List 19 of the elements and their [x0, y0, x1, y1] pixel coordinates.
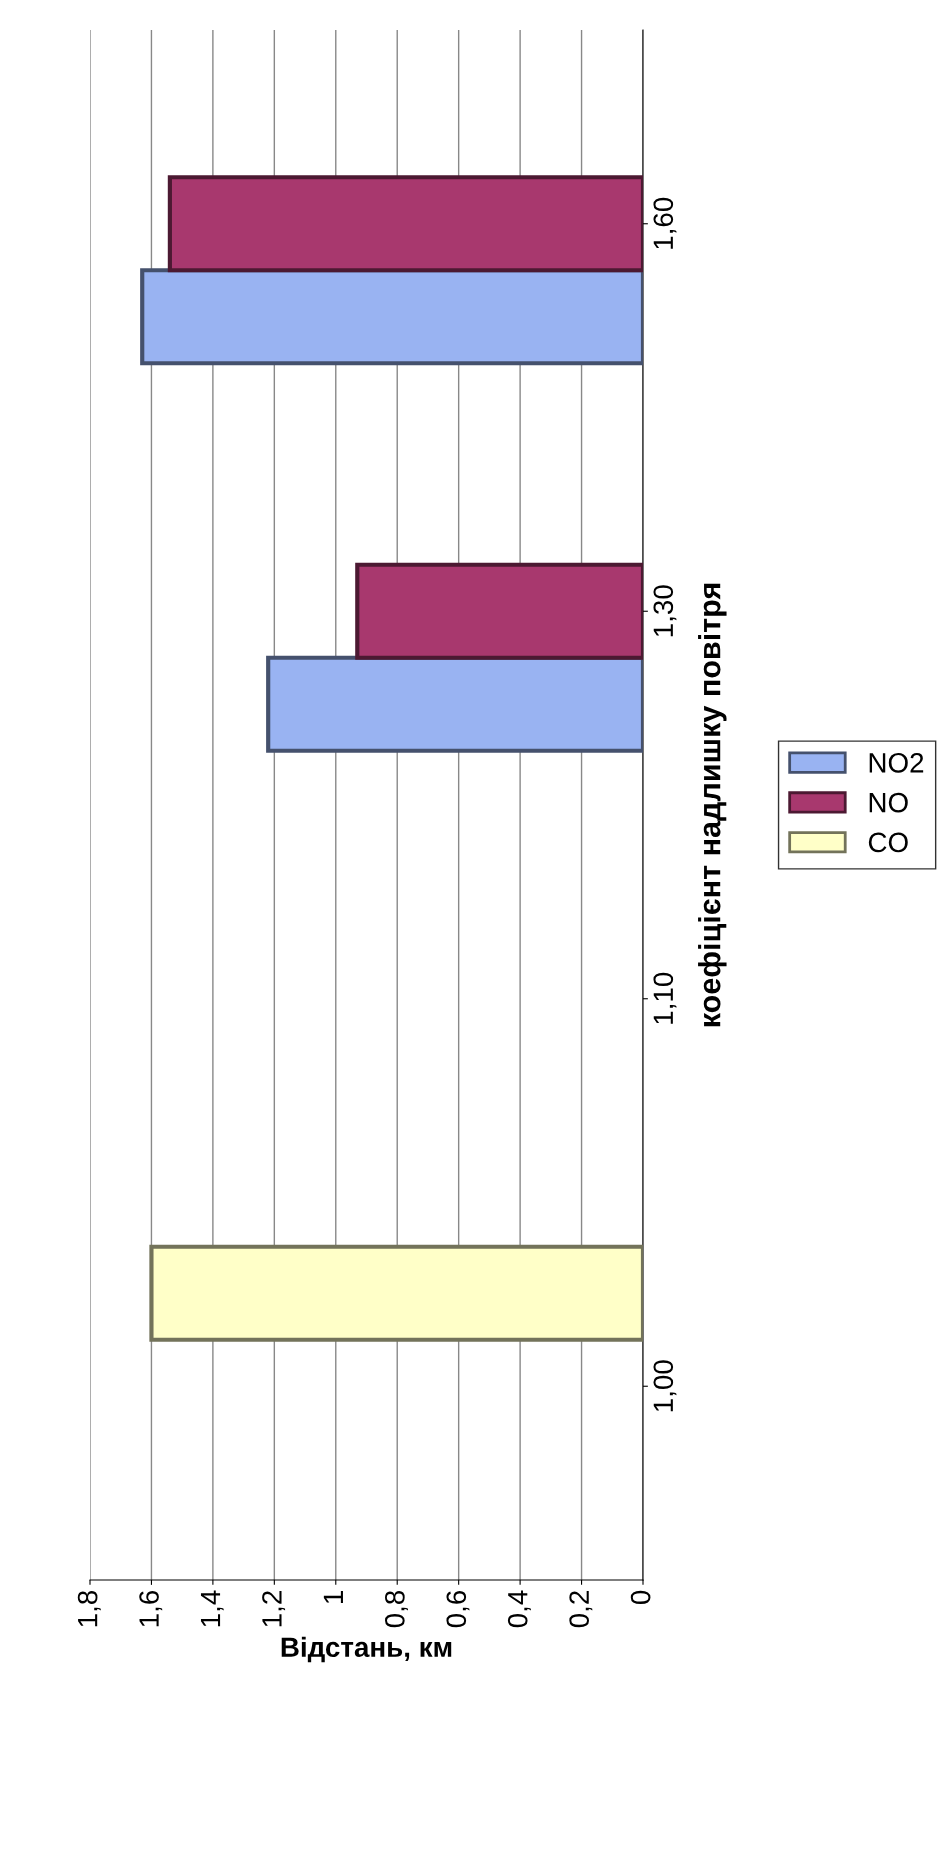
legend-label: NO2	[869, 753, 924, 773]
x-tick-label: 1	[323, 1591, 343, 1604]
x-axis-title: Відстань, км	[281, 1636, 452, 1663]
legend-label: CO	[868, 832, 908, 853]
x-tick-label: 1,4	[200, 1590, 224, 1627]
x-tick-label: 0,4	[507, 1590, 531, 1628]
x-tick-label: 1,8	[77, 1590, 101, 1627]
y-tick-label: 1,60	[653, 197, 677, 249]
x-tick-label: 0	[630, 1590, 651, 1605]
x-tick-label: 0,6	[446, 1590, 470, 1628]
x-tick-label: 1,6	[139, 1590, 163, 1627]
x-tick-label: 1,2	[262, 1591, 286, 1627]
x-tick-label: 0,8	[385, 1590, 408, 1628]
x-tick-label: 0,2	[569, 1591, 593, 1628]
y-tick-label: 1,00	[653, 1360, 677, 1412]
y-axis-title: коефіцієнт надлишку повітря	[698, 583, 727, 1027]
y-tick-label: 1,30	[653, 585, 677, 637]
y-tick-label: 1,10	[653, 972, 677, 1024]
legend-label: NO	[869, 792, 908, 813]
